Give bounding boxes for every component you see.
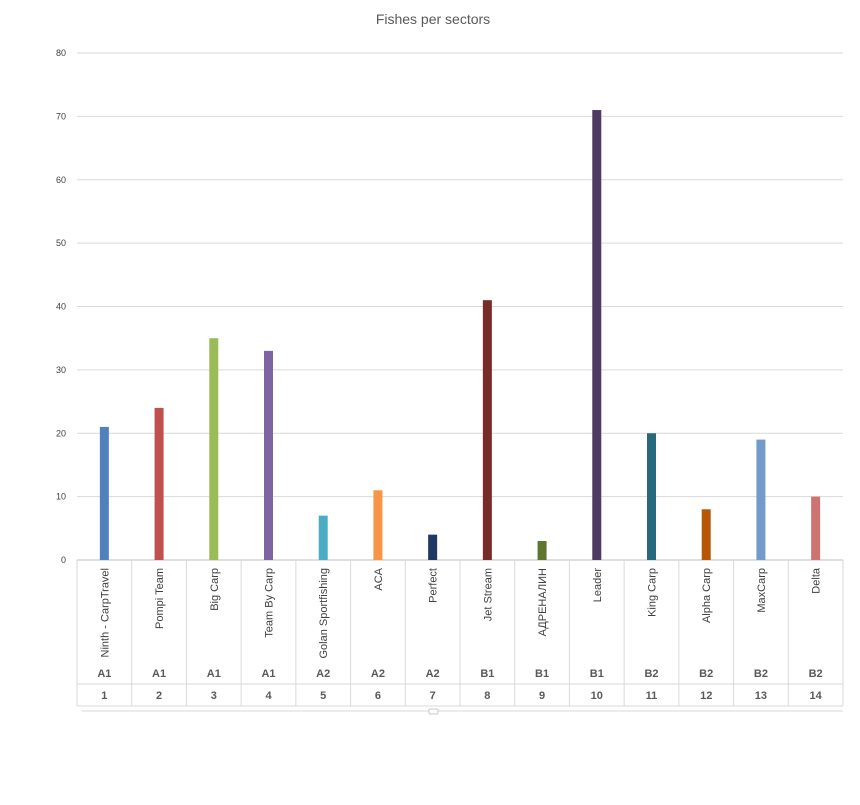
category-team-label: Jet Stream: [482, 568, 494, 621]
category-index-label: 8: [484, 690, 490, 702]
bar: [264, 350, 273, 560]
category-sector-label: B2: [809, 668, 823, 680]
bar: [99, 426, 109, 560]
category-team-label: АДРЕНАЛИН: [537, 568, 549, 636]
category-sector-label: A1: [261, 668, 275, 680]
category-index-label: 1: [101, 690, 107, 702]
bar: [592, 110, 602, 560]
category-team-label: Big Carp: [209, 568, 221, 611]
category-team-label: Delta: [811, 567, 823, 594]
bar: [428, 534, 438, 560]
category-sector-label: A2: [371, 668, 385, 680]
bar: [647, 433, 656, 560]
category-team-label: Golan Sportfishing: [318, 568, 330, 659]
category-index-label: 10: [591, 690, 603, 702]
category-index-label: 14: [810, 690, 823, 702]
chart-title: Fishes per sectors: [376, 11, 490, 27]
y-tick-label: 0: [61, 555, 66, 565]
y-tick-label: 10: [56, 492, 66, 502]
category-sector-label: A2: [426, 668, 440, 680]
y-tick-label: 40: [56, 302, 66, 312]
category-index-label: 2: [156, 690, 162, 702]
category-sector-label: B1: [480, 668, 494, 680]
category-team-label: ACA: [373, 567, 385, 590]
bars: [99, 110, 821, 560]
y-tick-label: 80: [56, 48, 66, 58]
category-team-label: Pompi Team: [154, 568, 166, 629]
category-index-label: 12: [700, 690, 712, 702]
y-tick-label: 20: [56, 428, 66, 438]
category-axis: Ninth - CarpTravel A1 1 Pompi Team A1 2 Big Ca…: [76, 560, 844, 715]
y-tick-label: 50: [56, 238, 66, 248]
bar: [482, 300, 492, 560]
category-index-label: 7: [430, 690, 436, 702]
bar: [811, 496, 821, 560]
category-team-label: Perfect: [428, 568, 440, 603]
gridlines: [77, 52, 843, 561]
category-team-label: Team By Carp: [264, 568, 276, 638]
bar: [209, 338, 219, 560]
category-index-label: 6: [375, 690, 381, 702]
category-team-label: Ninth - CarpTravel: [99, 568, 111, 657]
category-sector-label: A1: [152, 668, 166, 680]
category-sector-label: B1: [590, 668, 604, 680]
category-sector-label: A1: [207, 668, 221, 680]
category-team-label: Leader: [592, 568, 604, 603]
category-team-label: King Carp: [647, 568, 659, 617]
category-index-label: 4: [265, 690, 272, 702]
category-index-label: 5: [320, 690, 326, 702]
bar: [756, 439, 766, 560]
category-sector-label: B1: [535, 668, 549, 680]
category-index-label: 3: [211, 690, 217, 702]
category-sector-label: A1: [97, 668, 111, 680]
y-tick-label: 30: [56, 365, 66, 375]
scroll-handle: [428, 708, 439, 715]
y-axis-tick-labels: 0 10 20 30 40 50 60 70 80: [56, 48, 66, 565]
category-team-label: Alpha Carp: [701, 568, 713, 623]
category-sector-label: B2: [644, 668, 658, 680]
y-tick-label: 70: [56, 111, 66, 121]
y-tick-label: 60: [56, 175, 66, 185]
bar: [154, 407, 164, 560]
category-sector-label: A2: [316, 668, 330, 680]
category-index-label: 13: [755, 690, 767, 702]
category-index-label: 9: [539, 690, 545, 702]
category-sector-label: B2: [699, 668, 713, 680]
bar: [701, 509, 711, 560]
category-index-label: 11: [646, 690, 658, 702]
category-sector-label: B2: [754, 668, 768, 680]
bar: [318, 515, 328, 560]
category-team-label: MaxCarp: [756, 568, 768, 613]
bar: [537, 540, 547, 560]
bar: [373, 490, 383, 560]
